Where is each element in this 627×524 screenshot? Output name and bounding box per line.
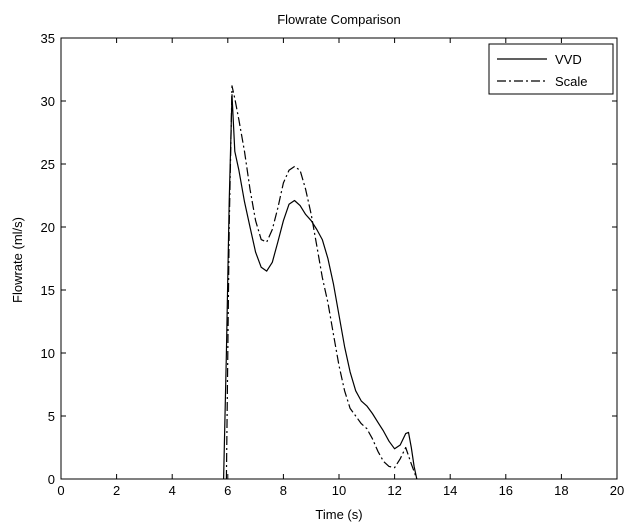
- y-tick-label: 15: [41, 283, 55, 298]
- series-line-scale: [225, 85, 418, 480]
- chart-title: Flowrate Comparison: [277, 12, 401, 27]
- x-tick-label: 6: [224, 483, 231, 498]
- y-tick-label: 20: [41, 220, 55, 235]
- x-tick-label: 2: [113, 483, 120, 498]
- x-tick-label: 10: [332, 483, 346, 498]
- x-tick-label: 14: [443, 483, 457, 498]
- y-tick-label: 35: [41, 31, 55, 46]
- y-tick-label: 30: [41, 94, 55, 109]
- x-tick-label: 12: [387, 483, 401, 498]
- axis-ticks: 0 2 4 6 8 10 12 14 16 18 20 0 5 10 15 20 25 30 35: [41, 31, 625, 498]
- series-line-vvd: [223, 94, 418, 480]
- x-tick-label: 0: [57, 483, 64, 498]
- x-tick-label: 16: [499, 483, 513, 498]
- x-tick-label: 18: [554, 483, 568, 498]
- legend-label-vvd: VVD: [555, 52, 582, 67]
- x-tick-label: 8: [280, 483, 287, 498]
- x-tick-label: 4: [169, 483, 176, 498]
- legend-label-scale: Scale: [555, 74, 588, 89]
- x-tick-label: 20: [610, 483, 624, 498]
- y-tick-label: 25: [41, 157, 55, 172]
- legend-box: [488, 43, 614, 95]
- y-tick-label: 5: [48, 409, 55, 424]
- y-tick-label: 10: [41, 346, 55, 361]
- y-axis-label: Flowrate (ml/s): [10, 217, 25, 303]
- x-axis-label: Time (s): [315, 507, 362, 522]
- plot-area: [60, 37, 618, 480]
- legend: VVD Scale: [488, 43, 614, 95]
- y-tick-label: 0: [48, 472, 55, 487]
- series-layer: [223, 85, 418, 480]
